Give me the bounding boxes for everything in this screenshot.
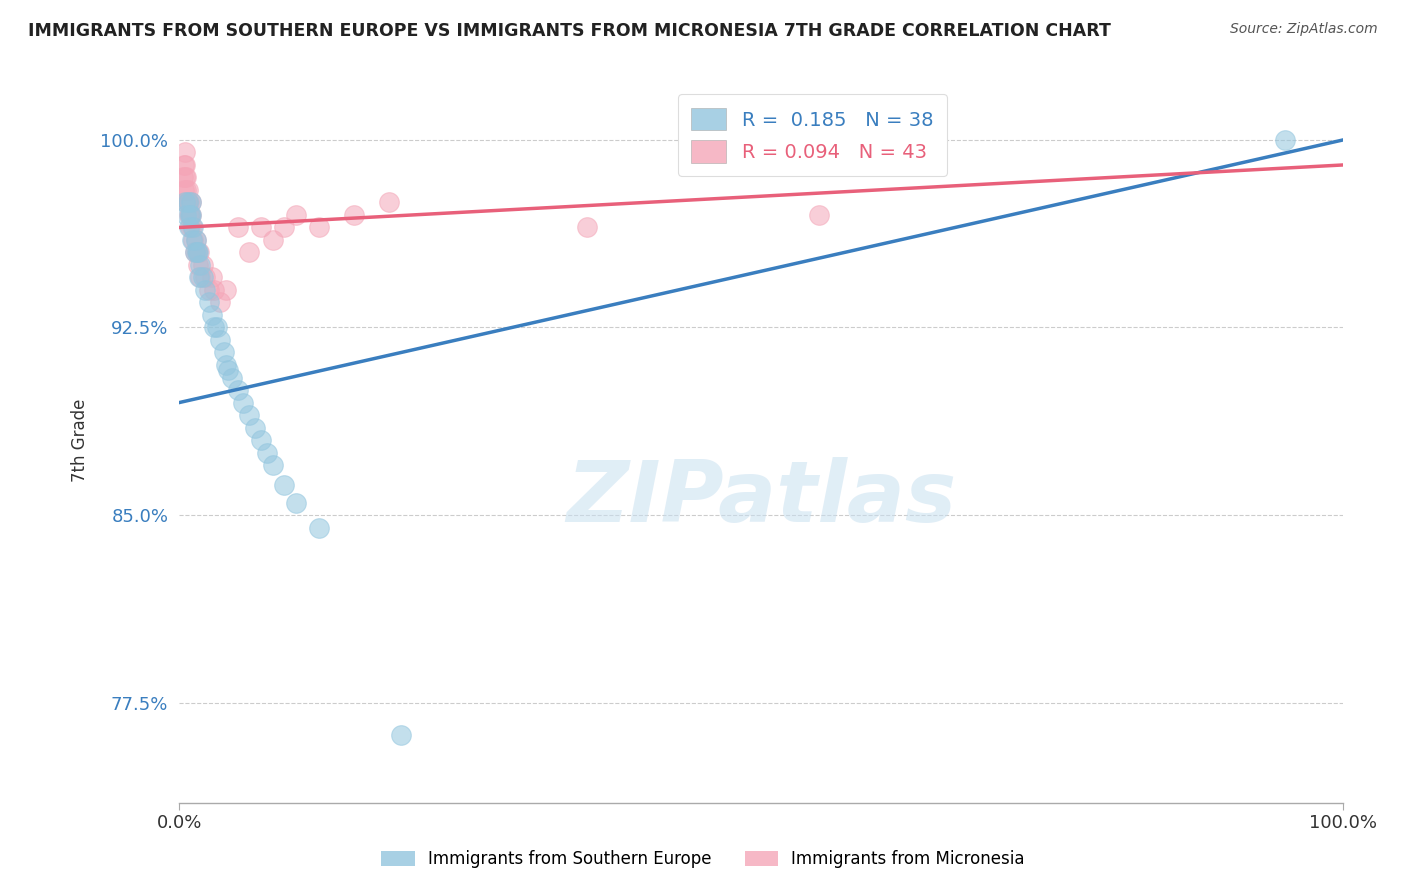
Point [180,208,202,222]
Point [180,195,202,210]
Point [176,195,198,210]
Point [173,183,195,197]
Point [180,195,202,210]
Point [209,333,232,347]
Point [215,358,238,372]
Point [284,208,307,222]
Point [181,233,204,247]
Point [176,183,198,197]
Point [194,283,217,297]
Point [176,183,198,197]
Point [191,258,214,272]
Point [256,445,278,459]
Point [202,320,225,334]
Point [205,320,228,334]
Point [215,283,238,297]
Point [183,220,205,235]
Legend: R =  0.185   N = 38, R = 0.094   N = 43: R = 0.185 N = 38, R = 0.094 N = 43 [678,95,948,177]
Point [177,195,200,210]
Text: IMMIGRANTS FROM SOUTHERN EUROPE VS IMMIGRANTS FROM MICRONESIA 7TH GRADE CORRELAT: IMMIGRANTS FROM SOUTHERN EUROPE VS IMMIG… [28,22,1111,40]
Point [172,170,194,185]
Point [201,270,224,285]
Point [243,420,266,434]
Point [284,495,307,509]
Point [201,308,224,322]
Text: ZIPatlas: ZIPatlas [567,457,956,540]
Point [273,478,295,492]
Point [180,208,202,222]
Point [174,170,197,185]
Y-axis label: 7th Grade: 7th Grade [72,399,89,482]
Point [262,458,284,472]
Point [184,233,207,247]
Point [179,208,201,222]
Point [184,233,207,247]
Point [190,258,212,272]
Point [183,245,205,260]
Point [308,220,330,235]
Point [226,220,249,235]
Point [262,233,284,247]
Point [273,220,295,235]
Point [197,283,219,297]
Point [174,195,197,210]
Point [177,208,200,222]
Point [308,520,330,534]
Text: Source: ZipAtlas.com: Source: ZipAtlas.com [1230,22,1378,37]
Point [174,145,197,160]
Point [176,195,198,210]
Point [197,295,219,310]
Point [1274,133,1296,147]
Legend: Immigrants from Southern Europe, Immigrants from Micronesia: Immigrants from Southern Europe, Immigra… [374,844,1032,875]
Point [176,195,198,210]
Point [238,245,260,260]
Point [378,195,401,210]
Point [190,270,212,285]
Point [226,383,249,397]
Point [202,283,225,297]
Point [209,295,232,310]
Point [221,370,243,384]
Point [232,395,254,409]
Point [250,220,273,235]
Point [186,245,208,260]
Point [173,158,195,172]
Point [188,245,211,260]
Point [176,208,198,222]
Point [188,270,211,285]
Point [389,728,412,742]
Point [187,258,209,272]
Point [183,245,205,260]
Point [808,208,831,222]
Point [177,220,200,235]
Point [174,158,197,172]
Point [194,270,217,285]
Point [212,345,235,359]
Point [179,220,201,235]
Point [187,245,209,260]
Point [575,220,598,235]
Point [343,208,366,222]
Point [183,233,205,247]
Point [191,270,214,285]
Point [250,433,273,447]
Point [238,408,260,422]
Point [179,208,201,222]
Point [217,363,239,377]
Point [186,245,208,260]
Point [181,220,204,235]
Point [176,170,198,185]
